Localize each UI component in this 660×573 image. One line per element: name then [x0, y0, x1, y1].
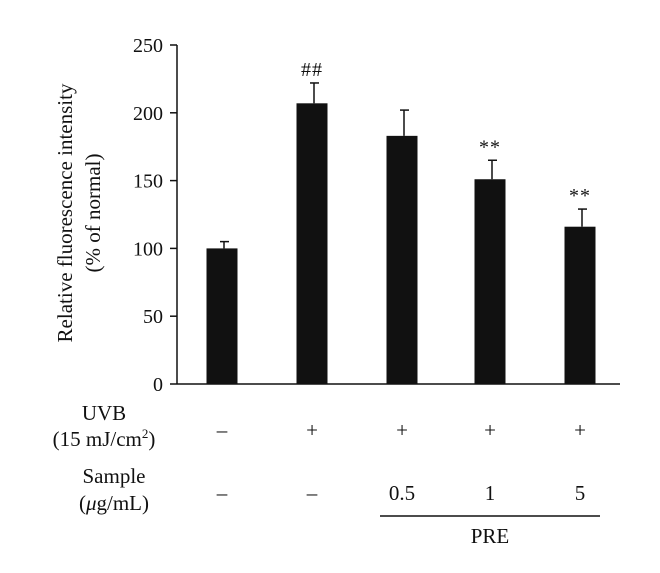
uvb-row: UVB (15 mJ/cm2) – + + + + [53, 401, 586, 451]
y-tick-label: 50 [143, 306, 163, 328]
significance-marks: ## ** ** [301, 59, 591, 207]
y-tick-label: 0 [153, 374, 163, 396]
y-axis-title-line2: (% of normal) [81, 154, 105, 273]
bar [564, 226, 596, 384]
sample-cell: 1 [485, 481, 496, 505]
uvb-cell: + [484, 418, 496, 442]
uvb-dose-label: (15 mJ/cm2) [53, 426, 156, 451]
y-tick-label: 250 [133, 35, 163, 57]
bar [474, 179, 506, 384]
uvb-cell: + [396, 418, 408, 442]
uvb-cell: + [574, 418, 586, 442]
significance-mark: ## [301, 59, 323, 81]
sample-unit-label: (μg/mL) [79, 491, 149, 515]
bar [206, 248, 238, 384]
sample-cell: 0.5 [389, 481, 415, 505]
error-bars-group [220, 82, 587, 249]
significance-mark: ** [479, 136, 501, 158]
sample-cell: – [216, 481, 228, 505]
uvb-cell: – [216, 418, 228, 442]
sample-cell: 5 [575, 481, 586, 505]
y-axis-title: Relative fluorescence intensity (% of no… [53, 83, 105, 342]
y-axis-ticks: 0 50 100 150 200 250 [133, 35, 177, 396]
significance-mark: ** [569, 185, 591, 207]
bars-group [206, 103, 596, 385]
uvb-cell: + [306, 418, 318, 442]
sample-cell: – [306, 481, 318, 505]
sample-row: Sample (μg/mL) – – 0.5 1 5 [79, 464, 585, 515]
pre-group-label: PRE [471, 524, 510, 548]
bar [296, 103, 328, 385]
y-axis-title-line1: Relative fluorescence intensity [53, 83, 77, 342]
sample-label: Sample [83, 464, 146, 488]
y-tick-label: 200 [133, 103, 163, 125]
y-tick-label: 100 [133, 238, 163, 260]
y-tick-label: 150 [133, 171, 163, 193]
bar [386, 135, 418, 384]
uvb-label: UVB [82, 401, 126, 425]
